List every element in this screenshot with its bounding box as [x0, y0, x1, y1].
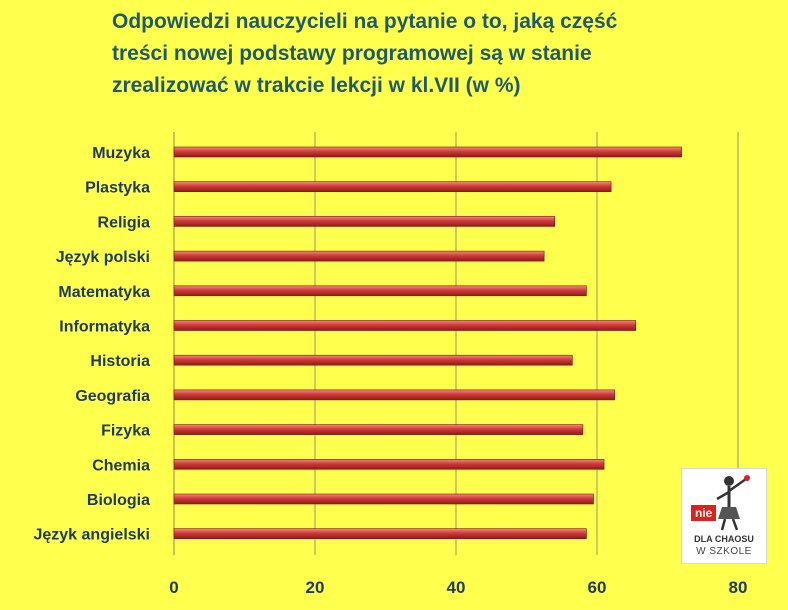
category-labels: Muzyka Plastyka Religia Język polski Matemat… — [33, 145, 150, 544]
chart-title: Odpowiedzi nauczycieli na pytanie o to, … — [112, 6, 732, 102]
category-label: Fizyka — [101, 423, 150, 440]
category-label: Geografia — [75, 388, 150, 405]
x-axis-tick-labels: 0 20 40 60 80 — [169, 578, 747, 597]
x-tick-label: 0 — [169, 578, 178, 597]
bar — [173, 354, 573, 366]
bar — [173, 528, 587, 540]
bar — [173, 389, 615, 401]
bar — [173, 285, 587, 297]
logo-line-2: W SZKOLE — [696, 546, 752, 557]
logo-badge: nie — [691, 505, 717, 521]
category-label: Matematyka — [58, 284, 150, 301]
chart-title-line-1: Odpowiedzi nauczycieli na pytanie o to, … — [112, 10, 618, 33]
category-label: Religia — [98, 214, 151, 231]
bar — [173, 493, 594, 505]
nie-dla-chaosu-logo: nie DLA CHAOSU W SZKOLE — [681, 468, 767, 564]
category-label: Plastyka — [85, 180, 150, 197]
logo-line-1: DLA CHAOSU — [694, 534, 754, 544]
logo-figure-icon — [716, 475, 750, 531]
bar — [173, 181, 612, 192]
category-label: Muzyka — [92, 145, 150, 162]
category-label: Historia — [90, 353, 150, 370]
bar — [173, 216, 556, 227]
category-label: Język angielski — [33, 527, 150, 544]
x-tick-label: 20 — [306, 578, 325, 597]
category-label: Informatyka — [59, 319, 150, 336]
bar — [173, 320, 637, 331]
category-label: Biologia — [87, 492, 150, 509]
x-tick-label: 40 — [447, 578, 466, 597]
bars — [173, 146, 682, 540]
category-label: Język polski — [56, 249, 150, 266]
chart-title-line-3: zrealizować w trakcie lekcji w kl.VII (w… — [112, 74, 521, 97]
category-label: Chemia — [92, 457, 150, 474]
bar — [173, 424, 584, 435]
bar — [173, 458, 605, 470]
x-tick-label: 60 — [588, 578, 607, 597]
bar — [173, 250, 545, 262]
x-tick-label: 80 — [729, 578, 748, 597]
gridlines — [173, 132, 739, 555]
chart-title-line-2: treści nowej podstawy programowej są w s… — [112, 42, 592, 65]
bar — [173, 146, 682, 158]
